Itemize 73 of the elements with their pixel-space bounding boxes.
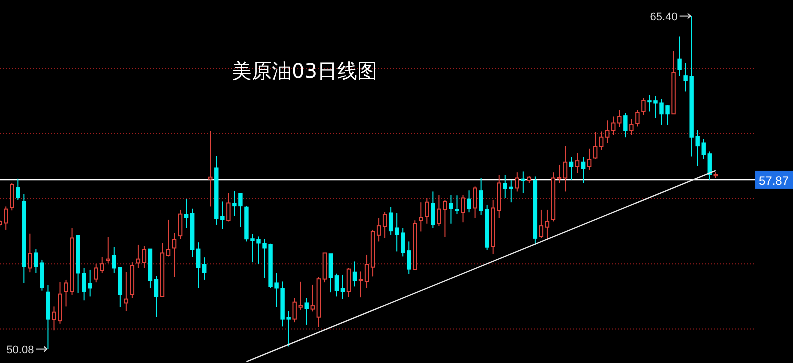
- candlestick: [557, 164, 562, 184]
- candlestick: [708, 151, 712, 180]
- candlestick: [593, 132, 598, 160]
- candlestick: [346, 268, 352, 298]
- candlestick: [394, 212, 400, 252]
- candlestick: [569, 156, 574, 180]
- text: 美原油03日线图: [232, 59, 378, 83]
- candlestick: [401, 228, 406, 258]
- candlestick: [449, 194, 454, 224]
- candlestick: [142, 246, 147, 269]
- candlestick: [425, 198, 430, 224]
- candlestick: [575, 152, 580, 174]
- candlestick: [612, 116, 616, 136]
- candlestick: [467, 190, 472, 214]
- candlestick: [10, 182, 14, 212]
- candlestick: [515, 172, 520, 192]
- candlestick: [376, 218, 382, 242]
- candlestick: [310, 284, 315, 312]
- candlestick: [100, 256, 104, 274]
- candlestick: [388, 206, 394, 236]
- candlestick: [340, 274, 346, 300]
- candlestick: [298, 281, 303, 310]
- candlestick: [172, 232, 177, 278]
- candlestick: [124, 272, 129, 312]
- candlestick: [178, 209, 183, 240]
- candlestick: [364, 254, 370, 289]
- ref-line-label: 57.87: [758, 174, 790, 188]
- candlestick: [473, 186, 478, 219]
- candlestick: [702, 138, 706, 160]
- candlestick: [382, 212, 388, 239]
- candlestick: [334, 273, 340, 298]
- candlestick: [539, 209, 544, 239]
- candlestick: [419, 202, 424, 232]
- candlestick: [563, 146, 568, 192]
- candlestick: [600, 131, 604, 150]
- candlestick: [136, 244, 141, 269]
- candlestick: [545, 209, 550, 240]
- candlestick: [618, 109, 622, 128]
- candlestick: [630, 118, 634, 136]
- candlestick: [352, 261, 358, 288]
- candlestick: [642, 98, 646, 116]
- candlestick: [328, 254, 334, 294]
- candlestick: [461, 194, 466, 224]
- candlestick: [304, 298, 309, 326]
- candlestick: [509, 179, 514, 204]
- candlestick: [154, 276, 159, 318]
- candlestick: [624, 112, 628, 138]
- candlestick: [196, 242, 201, 289]
- candlestick: [455, 195, 460, 215]
- candlestick: [112, 246, 116, 274]
- candlestick: [202, 257, 207, 280]
- candlestick: [678, 36, 682, 77]
- candlestick: [431, 191, 436, 229]
- candlestick: [407, 241, 412, 275]
- candlestick: [16, 178, 20, 200]
- candlestick: [226, 192, 231, 222]
- candlestick: [184, 198, 189, 229]
- candlestick: [521, 171, 526, 194]
- candlestick: [503, 174, 508, 199]
- annotation: 65.40: [650, 11, 678, 24]
- candlestick: [292, 298, 297, 324]
- candlestick: [636, 109, 640, 128]
- candlestick: [166, 219, 171, 258]
- candlestick: [208, 130, 213, 208]
- candlestick: [94, 263, 98, 284]
- candlestick: [581, 156, 586, 184]
- candlestick: [587, 148, 592, 170]
- candlestick: [28, 233, 32, 274]
- candlestick: [106, 236, 110, 264]
- candlestick: [358, 271, 364, 298]
- annotation: 50.08: [6, 344, 34, 356]
- candlestick: [606, 120, 610, 144]
- candlestick: [4, 206, 8, 230]
